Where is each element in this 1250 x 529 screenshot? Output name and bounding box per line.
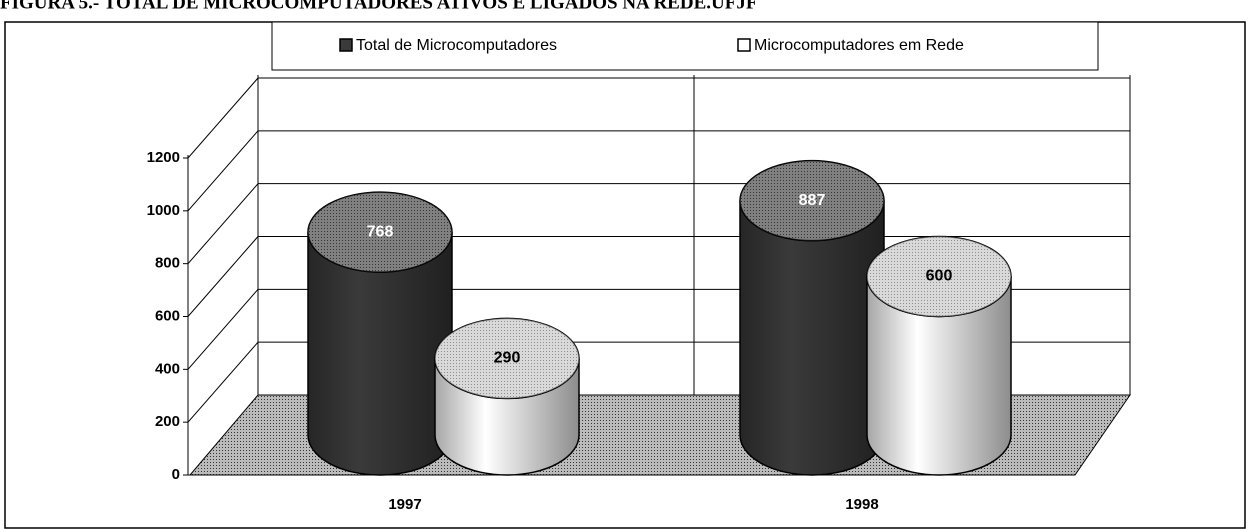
cylinder-top-tint (435, 318, 579, 399)
value-label: 290 (494, 350, 521, 367)
x-tick-label: 1997 (388, 496, 421, 513)
grid-line (187, 289, 259, 370)
cylinder-shade (308, 232, 452, 475)
y-tick-label: 0 (172, 466, 180, 483)
cylinder-shade (740, 200, 884, 475)
cylinder-top (739, 159, 885, 242)
y-tick-label: 1200 (147, 149, 180, 166)
y-tick-label: 200 (155, 413, 180, 430)
value-label: 600 (926, 268, 953, 285)
value-label: 887 (799, 192, 826, 209)
grid-line (187, 183, 259, 264)
y-tick-label: 800 (155, 255, 180, 272)
y-tick-label: 1000 (147, 202, 180, 219)
legend-swatch (737, 38, 751, 52)
grid-line (187, 236, 259, 317)
cylinder-top-tint (308, 192, 452, 273)
cylinder-top-tint (867, 236, 1011, 317)
legend-label: Total de Microcomputadores (356, 37, 557, 54)
grid-line (187, 341, 259, 423)
cylinder-shade (435, 358, 579, 475)
cylinder-shade (867, 276, 1011, 475)
value-label: 768 (367, 223, 394, 240)
grid-line (187, 130, 259, 212)
chart-title: FIGURA 5.- TOTAL DE MICROCOMPUTADORES AT… (0, 0, 757, 13)
x-tick-label: 1998 (845, 496, 878, 513)
y-tick-label: 400 (155, 360, 180, 377)
legend (271, 21, 1099, 71)
y-tick-label: 600 (155, 307, 180, 324)
cylinder-top (434, 317, 580, 400)
cylinder-top-tint (740, 160, 884, 241)
grid-line (187, 77, 259, 159)
cylinder-top (307, 191, 453, 273)
legend-label: Microcomputadores em Rede (754, 37, 964, 54)
cylinder-top (866, 235, 1012, 318)
legend-swatch (339, 38, 353, 52)
